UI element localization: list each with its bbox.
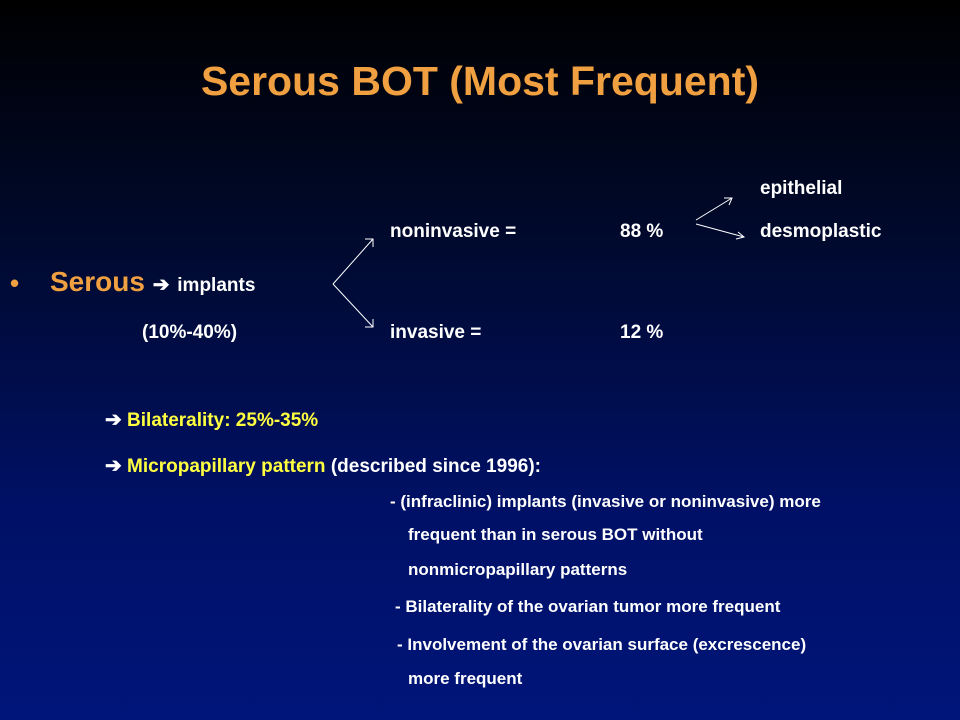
detail-1-line-3: nonmicropapillary patterns [408, 560, 628, 579]
micropapillary-highlight: Micropapillary pattern [127, 456, 326, 477]
serous-word: Serous [50, 266, 145, 297]
branch-arrowhead-desmoplastic [735, 231, 746, 240]
branch-arrow-epithelial [695, 197, 733, 221]
detail-2: - Bilaterality of the ovarian tumor more… [395, 597, 781, 616]
right-arrow-icon: ➔ [152, 274, 170, 296]
serous-line: Serous ➔ implants [50, 266, 255, 298]
range-label: (10%-40%) [142, 322, 238, 343]
desmoplastic-label: desmoplastic [760, 221, 882, 242]
branch-arrow-noninvasive [332, 238, 374, 285]
slide-title: Serous BOT (Most Frequent) [200, 58, 760, 104]
branch-arrow-invasive [332, 283, 374, 328]
bilaterality-text: Bilaterality: 25%-35% [127, 410, 319, 431]
detail-3-line-1: - Involvement of the ovarian surface (ex… [397, 635, 807, 654]
right-arrow-icon: ➔ [105, 455, 122, 477]
branch-arrow-desmoplastic [695, 223, 745, 238]
micropapillary-rest: (described since 1996): [330, 456, 541, 477]
noninvasive-value: 88 % [620, 221, 664, 242]
branch-arrowhead-noninvasive [365, 238, 374, 247]
implants-label: implants [177, 275, 256, 296]
noninvasive-label: noninvasive = [390, 221, 517, 242]
detail-3-line-2: more frequent [408, 669, 523, 688]
right-arrow-icon: ➔ [105, 409, 122, 431]
invasive-label: invasive = [390, 322, 482, 343]
bullet-icon: • [10, 268, 20, 298]
bilaterality-line: ➔ Bilaterality: 25%-35% [105, 407, 318, 432]
detail-1-line-1: - (infraclinic) implants (invasive or no… [390, 492, 821, 511]
detail-1-line-2: frequent than in serous BOT without [408, 525, 703, 544]
epithelial-label: epithelial [760, 178, 843, 199]
branch-arrowhead-invasive [365, 319, 374, 328]
invasive-value: 12 % [620, 322, 664, 343]
micropapillary-line: ➔ Micropapillary pattern (described sinc… [105, 453, 541, 478]
branch-arrowhead-epithelial [724, 197, 733, 206]
